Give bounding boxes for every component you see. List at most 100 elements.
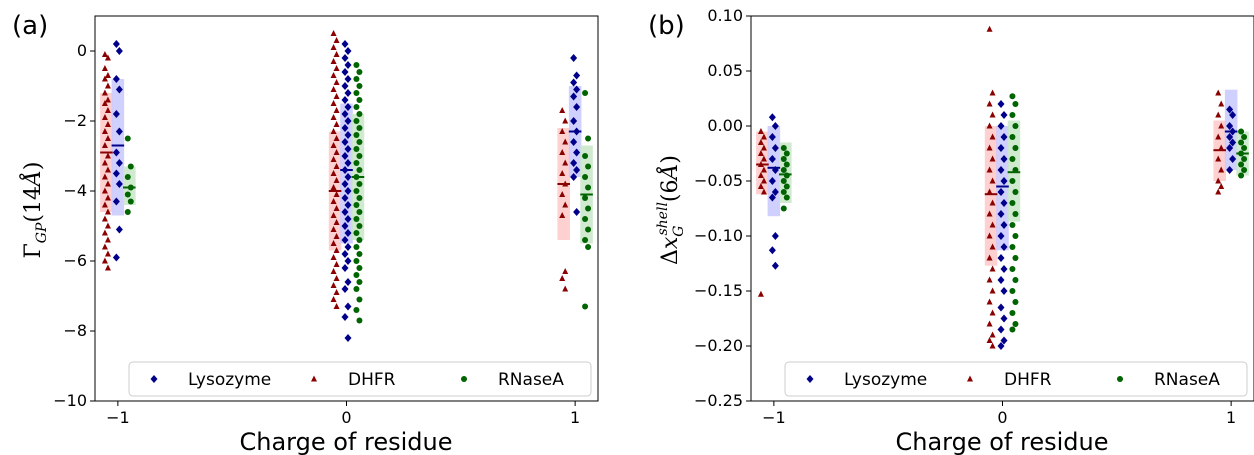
data-point <box>124 209 131 215</box>
variance-band <box>756 131 769 195</box>
data-point <box>986 232 993 239</box>
data-point <box>341 313 349 321</box>
data-point <box>333 121 340 127</box>
data-point <box>780 205 787 212</box>
data-point <box>1000 287 1008 295</box>
data-point <box>989 177 996 184</box>
data-point <box>989 287 996 294</box>
data-point <box>1215 133 1222 140</box>
data-point <box>112 110 120 118</box>
legend-marker <box>806 375 814 383</box>
data-point <box>104 96 111 103</box>
data-point <box>1012 189 1019 195</box>
data-point <box>353 188 360 194</box>
data-point <box>997 144 1005 152</box>
data-point <box>757 139 764 145</box>
data-point <box>757 150 764 156</box>
y-tick-label: −0.15 <box>694 281 743 300</box>
data-point <box>783 183 790 190</box>
data-point <box>771 232 779 240</box>
x-axis-label-b: Charge of residue <box>896 428 1109 455</box>
data-point <box>582 153 589 159</box>
data-point <box>333 37 340 43</box>
legend-marker <box>311 375 317 382</box>
data-point <box>582 195 589 201</box>
data-point <box>112 148 120 157</box>
data-point <box>585 163 592 170</box>
data-point <box>1009 156 1016 162</box>
data-point <box>1009 288 1016 294</box>
data-point <box>997 210 1005 218</box>
data-point <box>341 40 349 48</box>
data-point <box>1226 133 1234 141</box>
variance-band <box>984 126 998 266</box>
data-point <box>104 236 111 243</box>
data-point <box>330 226 337 232</box>
data-point <box>101 114 108 120</box>
data-point <box>344 173 352 181</box>
data-point <box>986 144 993 151</box>
data-point <box>341 152 349 160</box>
legend-box <box>784 361 1248 397</box>
data-point <box>1009 310 1016 316</box>
data-point <box>757 128 764 134</box>
data-point <box>986 25 993 32</box>
data-point <box>562 201 569 208</box>
data-point <box>330 254 337 260</box>
data-point <box>1000 243 1008 251</box>
data-point <box>341 110 349 118</box>
y-axis-label-a: ΓGP(14Å) <box>18 162 50 259</box>
data-point <box>356 139 363 145</box>
y-label-b-unit: Å <box>655 164 683 183</box>
data-point <box>989 243 996 250</box>
data-point <box>559 212 566 218</box>
data-point <box>353 118 360 124</box>
data-point <box>104 152 111 159</box>
data-point <box>1012 101 1019 107</box>
data-point <box>341 222 349 230</box>
data-point <box>333 233 340 239</box>
data-point <box>1009 326 1016 333</box>
data-point <box>356 296 363 303</box>
data-point <box>771 261 779 270</box>
data-point <box>1238 139 1245 146</box>
data-point <box>1229 138 1237 147</box>
y-tick-label: −2 <box>63 111 87 130</box>
y-tick-label: 0.05 <box>707 61 743 80</box>
data-point <box>104 72 111 78</box>
data-point <box>333 163 340 169</box>
data-point <box>570 138 578 146</box>
data-point <box>986 254 993 261</box>
data-point <box>330 198 337 204</box>
data-point <box>333 65 340 71</box>
data-point <box>768 193 776 202</box>
data-point <box>1238 172 1245 179</box>
data-point <box>104 250 111 257</box>
data-point <box>353 202 360 208</box>
data-point <box>356 317 363 324</box>
data-point <box>341 138 349 146</box>
data-point <box>997 100 1005 108</box>
data-point <box>1241 167 1248 173</box>
data-point <box>112 253 120 262</box>
data-point <box>757 290 764 297</box>
y-tick-label: 0 <box>77 41 87 60</box>
data-point <box>1226 122 1234 130</box>
data-point <box>356 69 363 75</box>
data-point <box>353 244 360 250</box>
data-point <box>780 189 787 195</box>
data-point <box>344 47 352 55</box>
data-point <box>585 244 592 250</box>
data-point <box>582 303 589 310</box>
data-point <box>1241 156 1248 162</box>
data-point <box>986 210 993 217</box>
data-point <box>570 78 578 87</box>
legend-label: DHFR <box>1004 370 1052 390</box>
data-point <box>1000 265 1008 273</box>
data-point <box>333 177 340 183</box>
data-point <box>112 169 120 178</box>
data-point <box>101 201 108 208</box>
data-point <box>570 92 578 101</box>
data-point <box>330 296 337 302</box>
